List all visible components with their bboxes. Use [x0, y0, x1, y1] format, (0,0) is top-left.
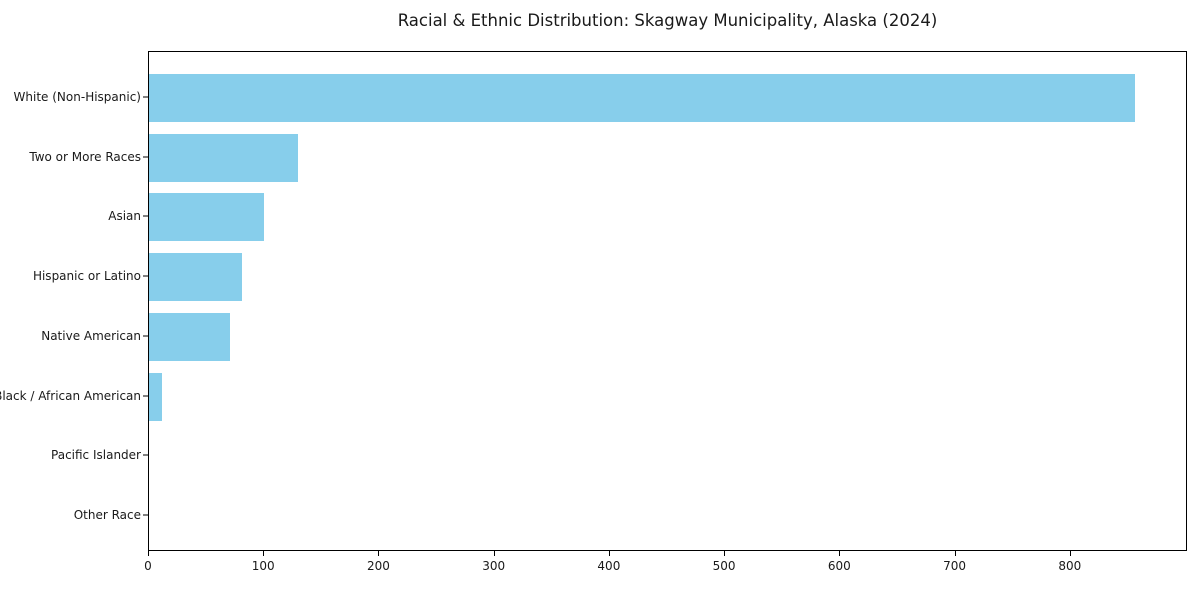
x-tick-label: 600 — [827, 559, 851, 573]
x-tick-mark — [839, 551, 841, 556]
chart-title: Racial & Ethnic Distribution: Skagway Mu… — [397, 11, 938, 30]
y-tick-label: Hispanic or Latino — [32, 269, 141, 284]
x-tick-mark — [954, 551, 956, 556]
y-tick-mark — [143, 335, 148, 337]
x-tick-label: 500 — [712, 559, 736, 573]
y-tick-label: Native American — [41, 328, 141, 343]
x-tick-label: 700 — [943, 559, 966, 573]
y-tick-label: Pacific Islander — [51, 448, 141, 463]
y-tick-label: Other Race — [73, 507, 141, 522]
y-tick-mark — [143, 275, 148, 277]
x-tick-mark — [724, 551, 726, 556]
y-tick-label: Black / African American — [0, 388, 141, 403]
bar-two-or-more-races — [149, 133, 298, 182]
x-tick-label: 300 — [482, 559, 506, 573]
y-tick-label: White (Non-Hispanic) — [13, 90, 141, 104]
y-tick-label: Asian — [108, 209, 141, 224]
x-tick-mark — [263, 551, 265, 556]
x-tick-label: 200 — [366, 559, 390, 573]
x-tick-mark — [378, 551, 380, 556]
y-tick-mark — [143, 215, 148, 217]
y-tick-mark — [143, 514, 148, 516]
plot-area — [148, 51, 1187, 551]
y-tick-mark — [143, 454, 148, 456]
bar-white-non-hispanic — [149, 74, 1136, 122]
y-tick-label: Two or More Races — [29, 149, 141, 164]
bar-native-american — [149, 312, 230, 361]
x-tick-label: 800 — [1058, 559, 1082, 573]
x-tick-mark — [608, 551, 610, 556]
x-tick-mark — [1069, 551, 1071, 556]
bar-hispanic-or-latino — [149, 253, 243, 302]
y-tick-mark — [143, 395, 148, 397]
y-tick-mark — [143, 156, 148, 158]
x-tick-mark — [148, 551, 149, 556]
x-tick-label: 0 — [144, 559, 152, 573]
bar-black-african-american — [149, 372, 162, 421]
x-tick-mark — [493, 551, 495, 556]
x-tick-label: 400 — [597, 559, 621, 573]
y-tick-mark — [143, 96, 148, 98]
x-tick-label: 100 — [251, 559, 275, 573]
bar-asian — [149, 193, 265, 242]
